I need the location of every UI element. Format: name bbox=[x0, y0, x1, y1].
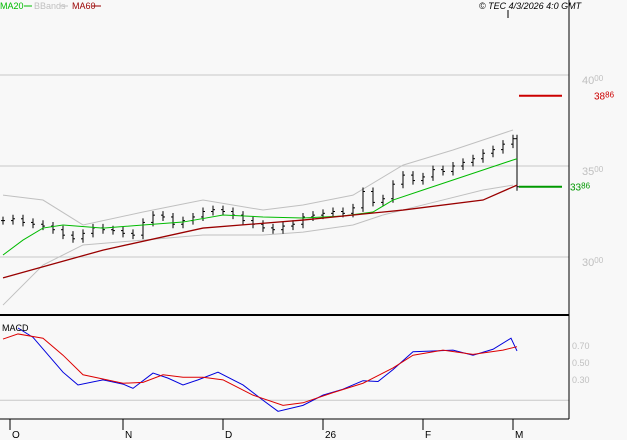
price-tick-label: 4000 bbox=[582, 74, 604, 87]
legend-bbands: BBands bbox=[34, 1, 66, 11]
level-sup: 86 bbox=[581, 182, 590, 191]
level-sup: 86 bbox=[605, 91, 614, 100]
price-tick-sup: 00 bbox=[594, 165, 603, 174]
macd-label: MACD bbox=[2, 323, 29, 333]
macd-tick-label: 0.30 bbox=[572, 375, 590, 385]
bband-lower-line bbox=[2, 184, 514, 306]
x-tick-label: N bbox=[125, 430, 132, 440]
price-tick-sup: 00 bbox=[594, 256, 603, 265]
macd-tick-label: 0.70 bbox=[572, 341, 590, 351]
x-tick-label: 26 bbox=[325, 430, 337, 440]
resistance-level-label: 3886 bbox=[594, 91, 615, 103]
x-tick-label: O bbox=[12, 430, 20, 440]
copyright: © TEC 4/3/2026 4:0 GMT bbox=[479, 1, 583, 11]
ma20-line bbox=[2, 158, 518, 256]
x-tick-label: M bbox=[515, 430, 523, 440]
price-tick-sup: 00 bbox=[594, 74, 603, 83]
x-tick-label: F bbox=[425, 430, 431, 440]
macd-tick-label: 0.50 bbox=[572, 358, 590, 368]
price-tick-label: 3000 bbox=[582, 256, 604, 269]
bband-upper-line bbox=[2, 129, 514, 226]
x-tick-label: D bbox=[225, 430, 232, 440]
signal-line bbox=[2, 333, 518, 406]
macd-line bbox=[17, 327, 518, 412]
legend-ma20: MA20 bbox=[0, 1, 24, 11]
ma60-line bbox=[2, 184, 518, 279]
legend-ma60: MA60 bbox=[72, 1, 96, 11]
support-level-label: 3386 bbox=[570, 182, 591, 194]
price-tick-label: 3500 bbox=[582, 165, 604, 178]
